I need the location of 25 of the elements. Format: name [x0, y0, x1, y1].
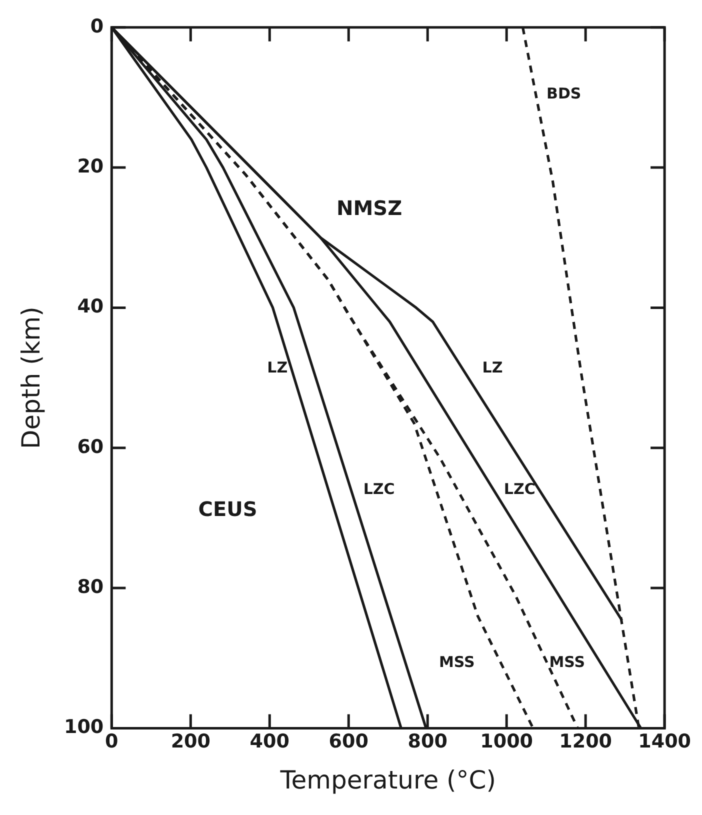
x-tick-label: 800 — [408, 730, 448, 753]
series-label: LZ — [482, 358, 503, 377]
annotation: CEUS — [198, 497, 258, 522]
series-label: LZ — [267, 358, 288, 377]
y-tick-label: 20 — [77, 155, 104, 178]
x-tick-label: 200 — [170, 730, 210, 753]
series-label: BDS — [546, 84, 582, 103]
y-tick-label: 80 — [77, 576, 104, 598]
x-tick-label: 400 — [250, 730, 290, 753]
y-tick-label: 0 — [90, 15, 104, 38]
series-label: LZC — [363, 480, 395, 498]
y-axis-title: Depth (km) — [16, 306, 46, 450]
x-tick-label: 1200 — [559, 730, 612, 753]
x-tick-label: 0 — [105, 730, 118, 753]
y-tick-label: 60 — [77, 436, 104, 458]
series-label: MSS — [438, 652, 475, 671]
x-tick-label: 1400 — [638, 730, 692, 753]
x-axis-title: Temperature (°C) — [279, 766, 496, 794]
x-tick-label: 1000 — [480, 730, 534, 753]
series-label: LZC — [504, 480, 536, 498]
y-tick-label: 100 — [64, 716, 104, 738]
series-label: MSS — [549, 652, 586, 671]
x-tick-label: 600 — [328, 730, 368, 753]
annotation: NMSZ — [336, 196, 402, 220]
y-tick-label: 40 — [77, 296, 104, 318]
